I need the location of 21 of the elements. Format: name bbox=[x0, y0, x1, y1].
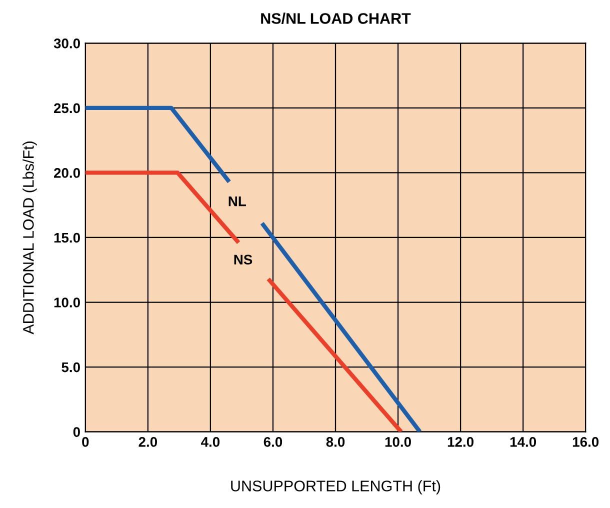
y-tick-label: 5.0 bbox=[62, 362, 80, 372]
x-axis-title: UNSUPPORTED LENGTH (Ft) bbox=[231, 480, 440, 494]
x-tick-label: 6.0 bbox=[264, 437, 282, 447]
y-tick-label: 20.0 bbox=[54, 168, 80, 178]
y-tick-label: 25.0 bbox=[54, 103, 80, 114]
y-tick-label: 30.0 bbox=[54, 38, 80, 48]
x-tick-label: 10.0 bbox=[385, 437, 411, 447]
y-tick-label: 10.0 bbox=[54, 298, 80, 308]
x-tick-label: 16.0 bbox=[572, 437, 599, 447]
series-label: NL bbox=[228, 196, 246, 206]
x-tick-label: 2.0 bbox=[138, 437, 158, 447]
y-axis-title: ADDITIONAL LOAD (Lbs/Ft) bbox=[22, 142, 37, 334]
y-tick-label: 0 bbox=[73, 427, 80, 437]
x-tick-label: 12.0 bbox=[448, 437, 474, 447]
chart-title: NS/NL LOAD CHART bbox=[261, 12, 411, 24]
x-tick-label: 4.0 bbox=[201, 437, 220, 447]
x-tick-label: 0 bbox=[82, 437, 89, 447]
x-tick-label: 14.0 bbox=[510, 437, 536, 447]
x-tick-label: 8.0 bbox=[326, 437, 345, 447]
series-label: NS bbox=[234, 254, 252, 265]
y-tick-label: 15.0 bbox=[54, 232, 80, 243]
